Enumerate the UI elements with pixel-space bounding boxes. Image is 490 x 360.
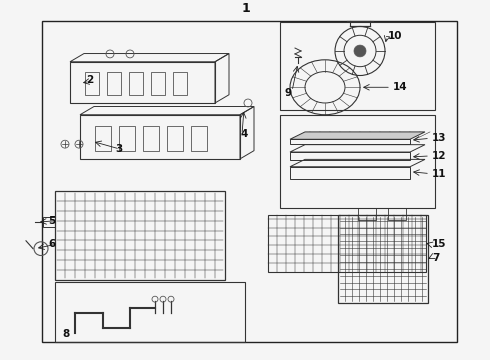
Bar: [191, 126, 207, 151]
Bar: [280, 115, 435, 208]
Polygon shape: [290, 132, 425, 139]
Text: 13: 13: [432, 133, 446, 143]
Bar: [143, 126, 159, 151]
Text: 6: 6: [48, 239, 55, 249]
Text: 12: 12: [432, 151, 446, 161]
Bar: [55, 282, 245, 342]
Text: 10: 10: [388, 31, 402, 41]
Bar: [85, 72, 99, 95]
Bar: [358, 208, 376, 220]
Bar: [129, 72, 143, 95]
Text: 3: 3: [115, 144, 122, 154]
Bar: [173, 72, 187, 95]
Text: 11: 11: [432, 168, 446, 179]
Text: 4: 4: [240, 129, 247, 139]
Text: 15: 15: [432, 239, 446, 249]
Text: 2: 2: [86, 75, 93, 85]
Bar: [280, 22, 435, 110]
Bar: [42, 21, 457, 342]
Bar: [338, 215, 428, 303]
Bar: [55, 191, 225, 280]
Text: 9: 9: [284, 88, 291, 98]
Text: 8: 8: [62, 329, 69, 339]
Bar: [119, 126, 135, 151]
Circle shape: [354, 45, 366, 57]
Bar: [167, 126, 183, 151]
Bar: [95, 126, 111, 151]
Bar: [43, 217, 55, 227]
Bar: [151, 72, 165, 95]
Bar: [388, 208, 406, 220]
Bar: [107, 72, 121, 95]
Text: 1: 1: [242, 2, 250, 15]
Bar: [268, 215, 426, 272]
Text: 5: 5: [48, 216, 55, 226]
Text: 14: 14: [393, 82, 408, 92]
Text: 7: 7: [432, 253, 440, 263]
